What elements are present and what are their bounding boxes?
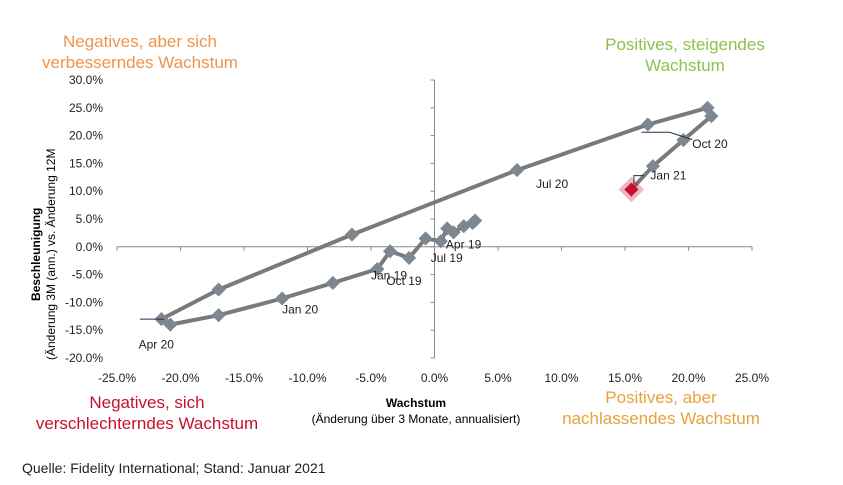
highlight-point (624, 182, 639, 197)
y-tick-label: 10.0% (69, 184, 103, 198)
quadrant-label-top-left-line2: verbesserndes Wachstum (42, 53, 238, 72)
data-point (325, 275, 340, 291)
x-tick-label: -5.0% (355, 371, 387, 385)
y-tick-label: -20.0% (65, 351, 103, 365)
y-axis-title-main: Beschleunigung (29, 207, 43, 301)
data-point (402, 250, 417, 265)
y-tick-label: 0.0% (76, 240, 104, 254)
y-tick-label: 20.0% (69, 129, 103, 143)
y-tick-label: 25.0% (69, 101, 103, 115)
x-axis-title-sub: (Änderung über 3 Monate, annualisiert) (311, 412, 521, 426)
x-tick-label: 20.0% (671, 371, 705, 385)
data-point (344, 227, 360, 242)
quadrant-label-bottom-right-line1: Positives, aber (605, 388, 717, 407)
x-tick-label: 10.0% (544, 371, 578, 385)
annotation-leader (633, 175, 645, 184)
quadrant-label-top-right-line2: Wachstum (645, 56, 725, 75)
x-tick-label: -25.0% (98, 371, 136, 385)
point-annotation: Apr 20 (139, 338, 175, 352)
data-point (382, 244, 398, 259)
data-point (275, 291, 290, 306)
data-point (456, 219, 471, 234)
y-axis-title-sub: (Änderung 3M (ann.) vs. Änderung 12M (44, 148, 58, 360)
data-point (211, 282, 226, 297)
point-annotation: Oct 20 (692, 137, 728, 151)
data-point (676, 132, 691, 148)
x-tick-label: 25.0% (735, 371, 769, 385)
source-note: Quelle: Fidelity International; Stand: J… (22, 460, 326, 476)
quadrant-label-bottom-right: Positives, aber nachlassendes Wachstum (548, 387, 774, 429)
point-annotation: Apr 19 (446, 237, 482, 251)
quadrant-label-bottom-left-line1: Negatives, sich (89, 393, 205, 412)
data-point (509, 163, 525, 178)
data-point (645, 159, 661, 174)
x-tick-label: -10.0% (288, 371, 326, 385)
data-point (163, 317, 178, 332)
x-axis-title-main: Wachstum (385, 396, 447, 410)
annotation-leader (641, 131, 693, 140)
y-axis-title: Beschleunigung (Änderung 3M (ann.) vs. Ä… (29, 148, 59, 359)
data-point (418, 231, 433, 246)
quadrant-label-top-right-line1: Positives, steigendes (605, 35, 765, 54)
point-annotation: Jan 19 (371, 269, 407, 283)
x-tick-label: -15.0% (225, 371, 263, 385)
x-axis-title: Wachstum (Änderung über 3 Monate, annual… (285, 395, 547, 427)
quadrant-label-bottom-left: Negatives, sich verschlechterndes Wachst… (16, 392, 278, 434)
quadrant-label-top-left-line1: Negatives, aber sich (62, 32, 218, 51)
x-tick-label: -20.0% (161, 371, 199, 385)
data-point (433, 234, 448, 249)
y-tick-label: 15.0% (69, 156, 103, 170)
point-annotation: Jan 20 (282, 303, 318, 317)
x-tick-label: 0.0% (421, 371, 449, 385)
data-point (440, 221, 455, 236)
y-tick-label: -10.0% (65, 295, 103, 309)
data-point (370, 261, 385, 277)
point-annotation: Jul 20 (536, 177, 568, 191)
data-point (704, 109, 719, 124)
point-annotation: Jan 21 (650, 169, 686, 183)
x-tick-label: 5.0% (484, 371, 512, 385)
x-tick-label: 15.0% (608, 371, 642, 385)
y-tick-label: 5.0% (76, 212, 104, 226)
y-tick-label: 30.0% (69, 73, 103, 87)
y-tick-label: -15.0% (65, 323, 103, 337)
series-line (159, 105, 714, 327)
quadrant-label-top-left: Negatives, aber sich verbesserndes Wachs… (20, 31, 260, 73)
data-point (211, 308, 226, 323)
quadrant-label-bottom-right-line2: nachlassendes Wachstum (562, 409, 760, 428)
quadrant-label-top-right: Positives, steigendes Wachstum (572, 34, 798, 76)
quadrant-label-bottom-left-line2: verschlechterndes Wachstum (35, 414, 259, 433)
y-tick-label: -5.0% (72, 268, 104, 282)
point-annotation: Jul 19 (431, 251, 463, 265)
data-point (640, 117, 655, 132)
point-annotation: Oct 19 (386, 274, 422, 288)
